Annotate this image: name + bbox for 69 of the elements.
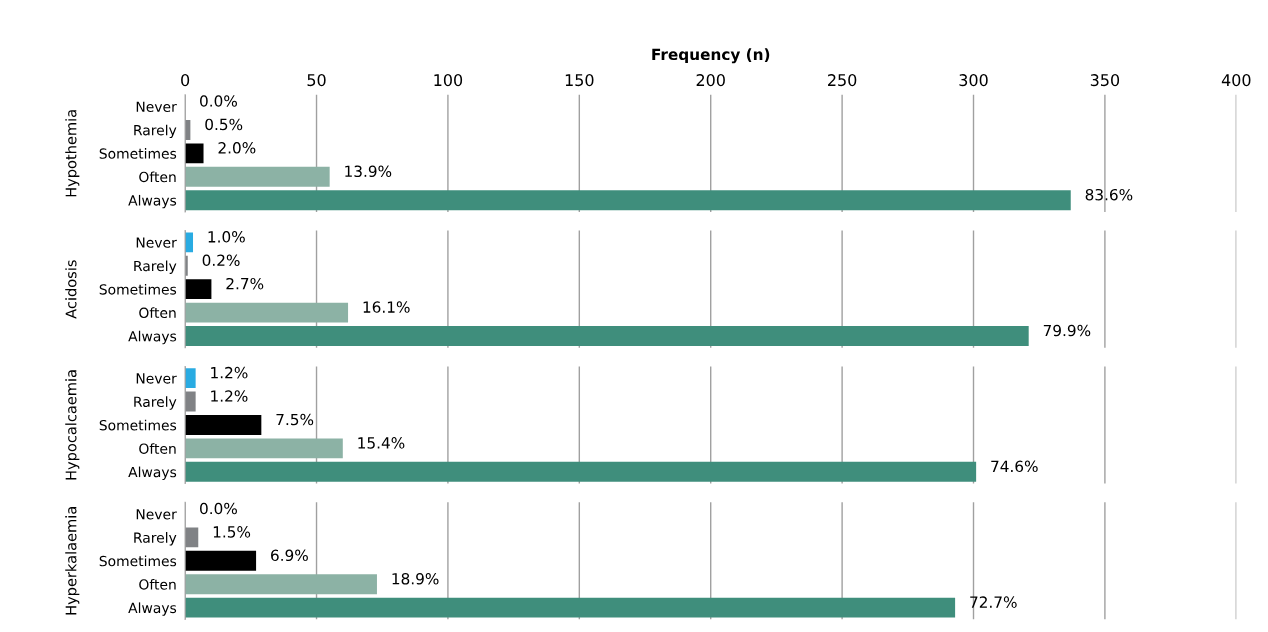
bar [185, 527, 199, 548]
x-tick-label: 300 [959, 74, 988, 87]
x-tick-label: 0 [181, 74, 190, 87]
x-tick-label: 50 [307, 74, 326, 87]
annotation: 15.4% [358, 437, 405, 449]
bar [185, 302, 349, 323]
y-tick-label: Rarely [134, 260, 177, 274]
bar [185, 461, 977, 482]
bar [185, 438, 343, 459]
annotation: 1.2% [211, 366, 248, 379]
y-tick-label: Always [128, 466, 177, 480]
bar [185, 368, 196, 389]
x-tick-label: 100 [434, 74, 463, 87]
x-tick-label: 250 [828, 74, 857, 87]
y-tick-label: Often [139, 443, 176, 454]
annotation: 1.5% [213, 526, 251, 538]
y-tick-label: Never [136, 237, 177, 248]
annotation: 6.9% [271, 549, 308, 562]
annotation: 0.5% [205, 118, 243, 131]
y-axis-title: Acidosis [65, 260, 77, 319]
annotation: 83.6% [1085, 188, 1133, 201]
y-tick-label: Never [136, 373, 177, 384]
bar [185, 166, 330, 187]
y-tick-label: Rarely [134, 396, 177, 410]
y-tick-label: Never [136, 509, 177, 520]
y-axis-title: Hypothemia [65, 110, 80, 197]
y-axis-title: Hypocalcaemia [65, 370, 80, 480]
bar [185, 550, 257, 571]
bar [185, 326, 1029, 346]
bar [185, 391, 196, 412]
x-tick-label: 200 [696, 74, 725, 87]
y-tick-label: Always [128, 330, 177, 345]
x-tick-label: 350 [1090, 74, 1120, 87]
y-tick-label: Always [128, 602, 177, 616]
annotation: 18.9% [392, 572, 439, 585]
annotation: 16.1% [363, 301, 410, 313]
x-tick-label: 150 [565, 74, 594, 87]
y-tick-label: Often [139, 578, 176, 590]
annotation: 74.6% [991, 460, 1038, 473]
x-axis-title: Frequency (n) [652, 48, 770, 64]
y-tick-label: Often [139, 307, 176, 319]
annotation: 0.2% [202, 254, 240, 267]
y-tick-label: Rarely [134, 532, 177, 546]
annotation: 1.0% [208, 231, 245, 243]
annotation: 7.5% [276, 413, 314, 426]
y-tick-label: Never [136, 101, 177, 112]
y-tick-label: Always [128, 194, 177, 209]
y-tick-label: Sometimes [99, 283, 177, 295]
annotation: 13.9% [345, 165, 392, 178]
y-tick-label: Rarely [134, 124, 177, 139]
bar [185, 143, 204, 164]
y-tick-label: Sometimes [99, 555, 177, 567]
annotation: 79.9% [1043, 324, 1091, 337]
y-tick-label: Sometimes [99, 148, 177, 159]
annotation: 1.2% [211, 390, 248, 402]
annotation: 72.7% [970, 596, 1017, 608]
bar [185, 190, 1071, 211]
annotation: 0.0% [200, 502, 237, 515]
y-tick-label: Often [139, 171, 176, 183]
bar [185, 279, 212, 300]
bar [185, 415, 262, 435]
bar [185, 574, 377, 595]
annotation: 2.0% [218, 142, 256, 154]
y-tick-label: Sometimes [99, 419, 177, 431]
y-axis-title: Hyperkalaemia [65, 507, 80, 615]
x-tick-label: 400 [1221, 74, 1251, 87]
annotation: 0.0% [200, 95, 237, 107]
bar [185, 597, 956, 618]
annotation: 2.7% [226, 277, 264, 290]
